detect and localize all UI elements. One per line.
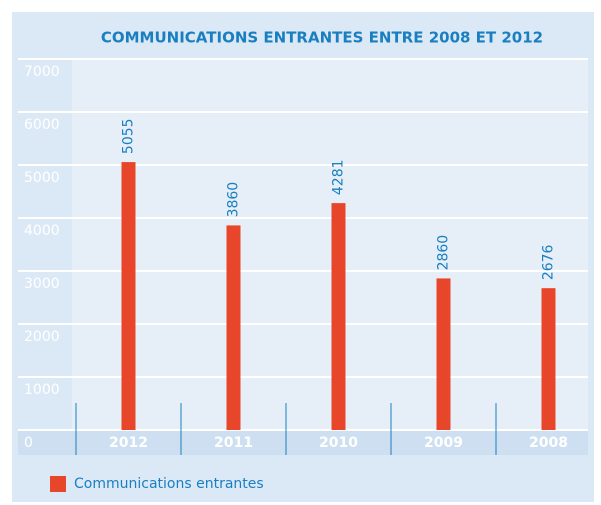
legend-swatch [50, 476, 66, 492]
value-label: 4281 [331, 159, 347, 195]
x-tick-label: 2008 [529, 435, 568, 451]
x-tick-label: 2010 [319, 435, 358, 451]
y-tick-label: 5000 [24, 170, 60, 186]
value-label: 3860 [226, 182, 242, 218]
legend-label: Communications entrantes [74, 476, 264, 492]
bars: 2012 5055 2011 3860 2010 4281 2009 2860 2008 2676 [75, 118, 568, 455]
bar [436, 278, 451, 430]
chart-title: COMMUNICATIONS ENTRANTES ENTRE 2008 ET 2… [101, 29, 543, 47]
bar [121, 162, 136, 430]
bar [541, 288, 556, 430]
x-tick-label: 2011 [214, 435, 253, 451]
bar [226, 225, 241, 430]
y-tick-label: 7000 [24, 64, 60, 80]
y-axis: 0 1000 2000 3000 4000 5000 6000 7000 [18, 58, 588, 451]
value-label: 2860 [436, 235, 452, 271]
bar [331, 203, 346, 430]
value-label: 5055 [121, 118, 137, 154]
y-tick-label: 0 [24, 435, 33, 451]
y-tick-label: 3000 [24, 276, 60, 292]
y-tick-label: 6000 [24, 117, 60, 133]
value-label: 2676 [541, 244, 557, 280]
legend: Communications entrantes [50, 476, 264, 492]
x-tick-label: 2012 [109, 435, 148, 451]
x-tick-label: 2009 [424, 435, 463, 451]
y-tick-label: 1000 [24, 382, 60, 398]
y-tick-label: 4000 [24, 223, 60, 239]
category-band [18, 430, 588, 455]
plot-background [72, 59, 588, 430]
y-tick-label: 2000 [24, 329, 60, 345]
